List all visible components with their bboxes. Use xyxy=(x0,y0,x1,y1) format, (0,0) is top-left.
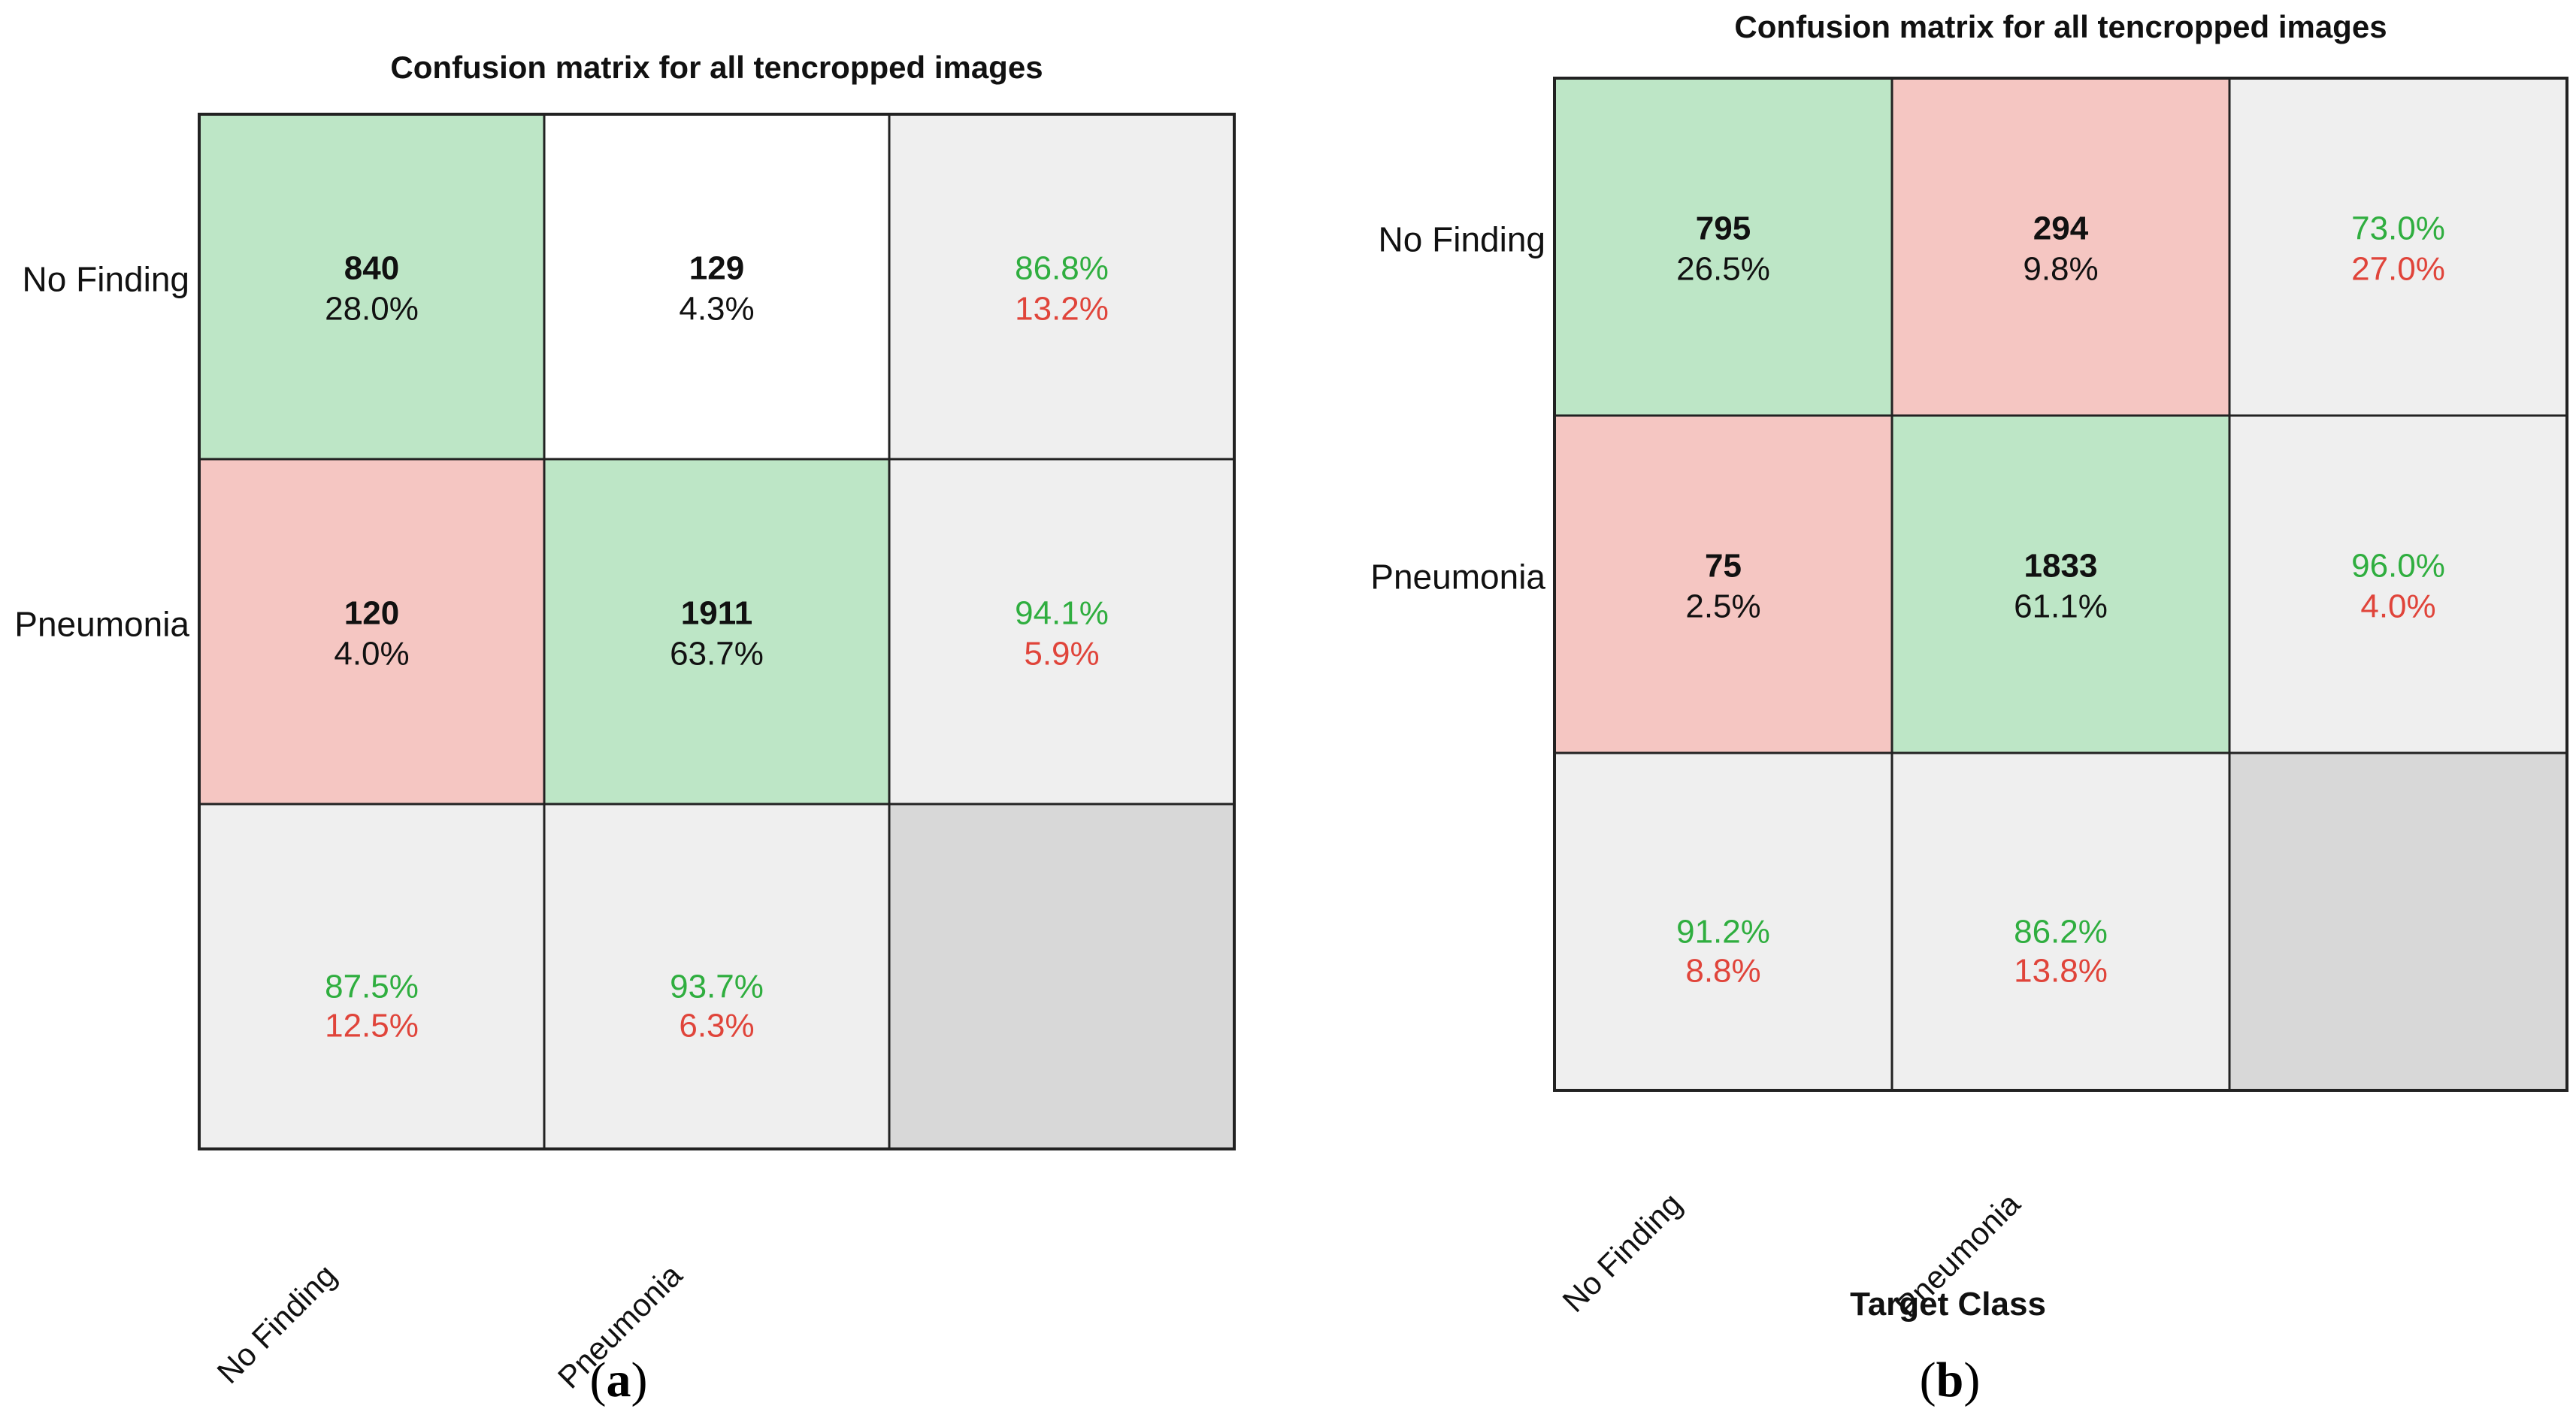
col-summary-correct: 93.7% xyxy=(670,969,764,1005)
matrix-border xyxy=(198,113,1236,1150)
matrix-cell-0-2 xyxy=(888,113,1236,461)
matrix-cell-0-1 xyxy=(1890,77,2231,417)
row-summary-incorrect: 27.0% xyxy=(2351,251,2445,288)
caption-close: ) xyxy=(1963,1353,1980,1407)
chart-title: Confusion matrix for all tencropped imag… xyxy=(1734,9,2387,44)
row-summary-incorrect: 4.0% xyxy=(2360,588,2435,625)
matrix-cell-2-1 xyxy=(543,803,891,1150)
matrix-cell-1-2 xyxy=(888,458,1236,806)
cell-percent: 9.8% xyxy=(2023,251,2098,288)
col-label: No Finding xyxy=(210,1257,344,1390)
cell-percent: 28.0% xyxy=(325,291,419,328)
confusion-matrix-b: Confusion matrix for all tencropped imag… xyxy=(1370,9,2568,1407)
matrix-border xyxy=(1553,77,2568,1092)
cell-count: 795 xyxy=(1696,210,1751,247)
confusion-matrix-a: Confusion matrix for all tencropped imag… xyxy=(14,50,1236,1407)
matrix-cell-2-0 xyxy=(198,803,546,1150)
matrix-cell-2-1 xyxy=(1890,751,2231,1092)
matrix-cell-1-2 xyxy=(2228,414,2568,754)
col-summary-incorrect: 12.5% xyxy=(325,1008,419,1045)
cell-count: 75 xyxy=(1705,548,1742,585)
col-summary-correct: 91.2% xyxy=(1676,914,1770,951)
caption-letter: a xyxy=(607,1353,631,1407)
matrix-cell-1-1 xyxy=(1890,414,2231,754)
col-summary-incorrect: 8.8% xyxy=(1685,953,1760,990)
col-label: No Finding xyxy=(1556,1186,1689,1319)
cell-count: 294 xyxy=(2033,210,2089,247)
matrix-cell-1-1 xyxy=(543,458,891,806)
x-axis-label: Target Class xyxy=(1850,1286,2046,1323)
matrix-cell-0-0 xyxy=(1553,77,1893,417)
matrix-cell-2-2 xyxy=(2228,751,2568,1092)
panel-caption: (b) xyxy=(1920,1353,1981,1407)
cell-count: 1911 xyxy=(681,595,752,632)
matrix-cell-1-0 xyxy=(198,458,546,806)
caption-open: ( xyxy=(1920,1353,1936,1407)
row-summary-incorrect: 5.9% xyxy=(1024,636,1099,673)
cell-percent: 2.5% xyxy=(1685,588,1760,625)
col-summary-incorrect: 13.8% xyxy=(2014,953,2108,990)
matrix-cell-0-2 xyxy=(2228,77,2568,417)
row-label: No Finding xyxy=(23,260,189,299)
cell-percent: 4.0% xyxy=(334,636,409,673)
cell-count: 840 xyxy=(344,250,399,287)
col-summary-correct: 87.5% xyxy=(325,969,419,1005)
row-label: Pneumonia xyxy=(14,605,189,644)
col-summary-incorrect: 6.3% xyxy=(679,1008,754,1045)
matrix-cell-0-0 xyxy=(198,113,546,461)
row-summary-correct: 94.1% xyxy=(1015,595,1109,632)
row-summary-correct: 86.8% xyxy=(1015,250,1109,287)
row-summary-correct: 96.0% xyxy=(2351,548,2445,585)
matrix-cell-0-1 xyxy=(543,113,891,461)
panel-caption: (a) xyxy=(590,1353,648,1407)
matrix-cell-2-0 xyxy=(1553,751,1893,1092)
col-summary-correct: 86.2% xyxy=(2014,914,2108,951)
chart-title: Confusion matrix for all tencropped imag… xyxy=(390,50,1043,85)
row-label: Pneumonia xyxy=(1370,558,1545,597)
cell-percent: 26.5% xyxy=(1676,251,1770,288)
caption-letter: b xyxy=(1936,1353,1964,1407)
row-summary-correct: 73.0% xyxy=(2351,210,2445,247)
cell-percent: 4.3% xyxy=(679,291,754,328)
matrix-cell-2-2 xyxy=(888,803,1236,1150)
cell-count: 120 xyxy=(344,595,399,632)
cell-percent: 63.7% xyxy=(670,636,764,673)
caption-close: ) xyxy=(631,1353,648,1407)
cell-count: 1833 xyxy=(2024,548,2098,585)
matrix-cell-1-0 xyxy=(1553,414,1893,754)
cell-percent: 61.1% xyxy=(2014,588,2108,625)
cell-count: 129 xyxy=(689,250,744,287)
row-summary-incorrect: 13.2% xyxy=(1015,291,1109,328)
row-label: No Finding xyxy=(1379,220,1545,259)
caption-open: ( xyxy=(590,1353,607,1407)
